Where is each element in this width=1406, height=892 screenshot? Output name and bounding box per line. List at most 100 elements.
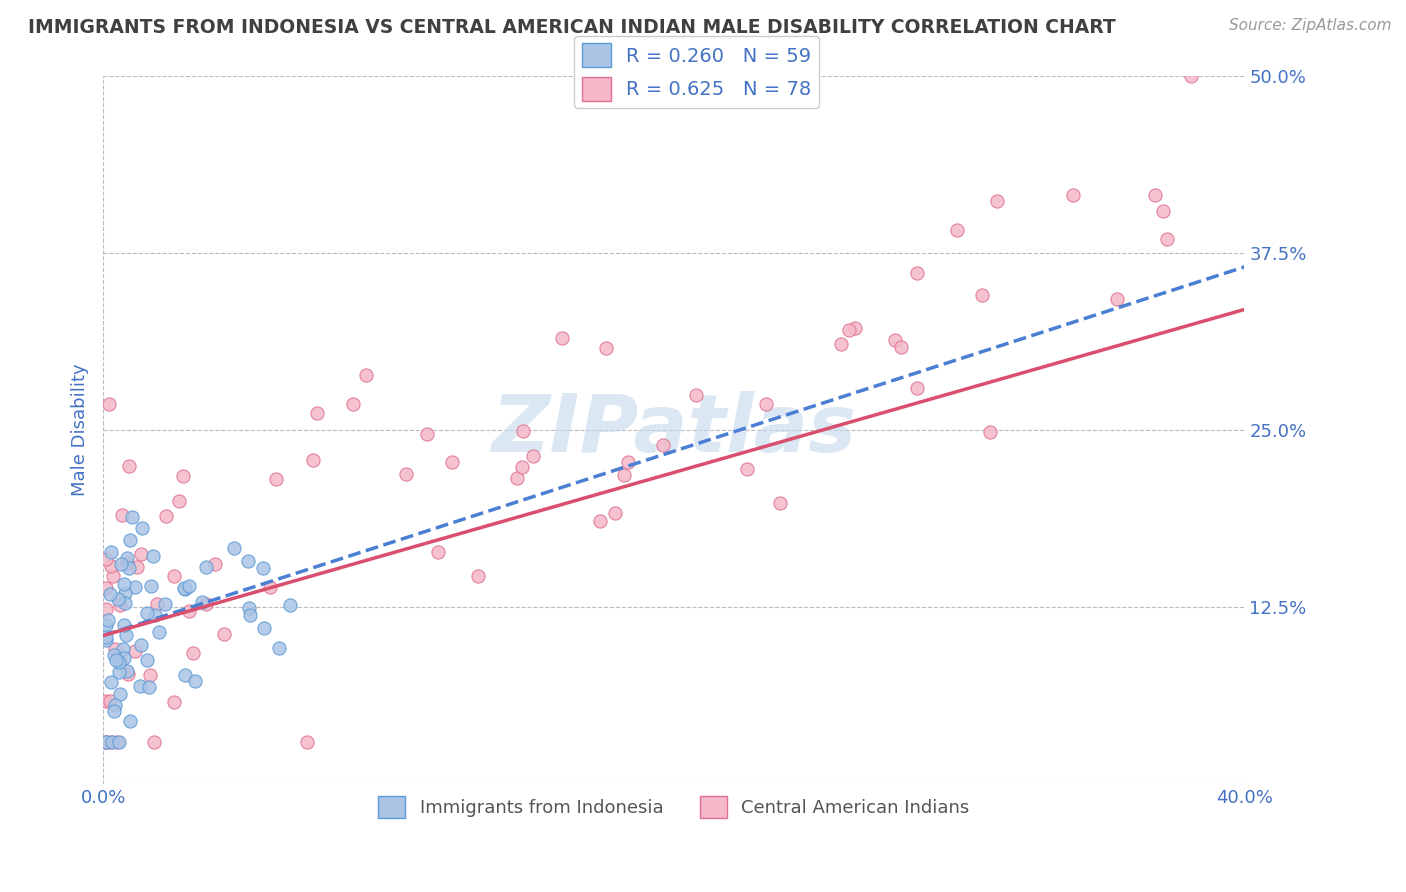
Point	[986, 194, 1008, 208]
Point	[105, 735, 128, 749]
Point	[94, 552, 117, 566]
Point	[117, 561, 139, 575]
Point	[131, 521, 153, 535]
Point	[100, 674, 122, 689]
Point	[114, 596, 136, 610]
Point	[115, 556, 138, 570]
Point	[103, 648, 125, 662]
Point	[111, 641, 134, 656]
Point	[135, 652, 157, 666]
Point	[595, 341, 617, 355]
Point	[111, 508, 134, 522]
Point	[100, 735, 122, 749]
Point	[522, 450, 544, 464]
Point	[94, 694, 117, 708]
Legend: Immigrants from Indonesia, Central American Indians: Immigrants from Indonesia, Central Ameri…	[371, 789, 977, 825]
Point	[506, 470, 529, 484]
Point	[685, 387, 707, 401]
Point	[142, 549, 165, 564]
Point	[94, 735, 117, 749]
Point	[302, 453, 325, 467]
Point	[143, 607, 166, 622]
Point	[884, 333, 907, 347]
Point	[238, 607, 260, 622]
Point	[104, 642, 127, 657]
Point	[184, 673, 207, 688]
Text: ZIPatlas: ZIPatlas	[491, 391, 856, 469]
Point	[124, 643, 146, 657]
Point	[117, 667, 139, 681]
Point	[837, 323, 859, 337]
Point	[127, 560, 149, 574]
Point	[139, 668, 162, 682]
Point	[146, 597, 169, 611]
Point	[264, 472, 287, 486]
Point	[155, 597, 177, 611]
Point	[844, 321, 866, 335]
Point	[194, 559, 217, 574]
Point	[94, 602, 117, 616]
Point	[138, 681, 160, 695]
Point	[1062, 187, 1084, 202]
Point	[946, 223, 969, 237]
Point	[121, 510, 143, 524]
Point	[155, 508, 177, 523]
Point	[467, 568, 489, 582]
Point	[112, 651, 135, 665]
Point	[94, 633, 117, 648]
Point	[148, 625, 170, 640]
Point	[105, 653, 128, 667]
Point	[979, 425, 1001, 439]
Point	[907, 381, 929, 395]
Point	[395, 467, 418, 481]
Point	[107, 591, 129, 606]
Point	[212, 627, 235, 641]
Point	[830, 336, 852, 351]
Point	[101, 735, 124, 749]
Point	[616, 455, 638, 469]
Point	[98, 694, 121, 708]
Point	[167, 494, 190, 508]
Point	[1180, 69, 1202, 83]
Point	[236, 554, 259, 568]
Point	[98, 396, 121, 410]
Point	[108, 735, 131, 749]
Point	[191, 594, 214, 608]
Point	[416, 427, 439, 442]
Point	[194, 597, 217, 611]
Point	[118, 458, 141, 473]
Point	[305, 406, 328, 420]
Point	[512, 424, 534, 438]
Point	[174, 667, 197, 681]
Point	[129, 638, 152, 652]
Point	[94, 618, 117, 632]
Point	[177, 579, 200, 593]
Point	[128, 680, 150, 694]
Point	[110, 558, 132, 572]
Point	[115, 551, 138, 566]
Point	[238, 601, 260, 615]
Y-axis label: Male Disability: Male Disability	[72, 364, 89, 496]
Point	[115, 664, 138, 678]
Point	[1107, 292, 1129, 306]
Point	[603, 506, 626, 520]
Point	[735, 461, 758, 475]
Point	[94, 581, 117, 595]
Point	[259, 580, 281, 594]
Point	[143, 735, 166, 749]
Point	[269, 640, 291, 655]
Point	[1156, 232, 1178, 246]
Point	[652, 438, 675, 452]
Point	[108, 665, 131, 680]
Point	[354, 368, 377, 383]
Point	[112, 618, 135, 632]
Point	[131, 547, 153, 561]
Point	[163, 569, 186, 583]
Point	[905, 266, 928, 280]
Point	[970, 287, 993, 301]
Point	[510, 460, 533, 475]
Point	[120, 533, 142, 547]
Point	[222, 541, 245, 555]
Point	[118, 714, 141, 729]
Point	[94, 735, 117, 749]
